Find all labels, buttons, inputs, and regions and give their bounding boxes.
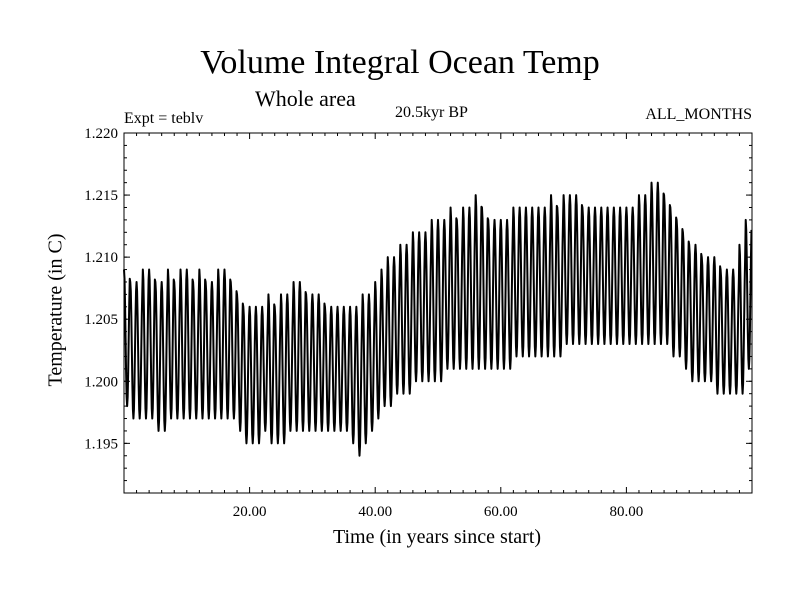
y-tick-label: 1.215 <box>84 188 118 204</box>
x-tick-label: 40.00 <box>358 504 392 520</box>
chart-subtitle: Whole area <box>255 86 356 111</box>
y-tick-label: 1.195 <box>84 436 118 452</box>
x-tick-label: 60.00 <box>484 504 518 520</box>
chart-title: Volume Integral Ocean Temp <box>200 44 600 81</box>
axis-ticks: 1.195 1.200 1.205 1.210 1.215 1.220 20.00 40.00… <box>84 126 752 520</box>
y-tick-label: 1.205 <box>84 312 118 328</box>
x-tick-label: 20.00 <box>233 504 267 520</box>
months-label: ALL_MONTHS <box>645 106 752 123</box>
period-label: 20.5kyr BP <box>395 104 468 121</box>
y-tick-label: 1.210 <box>84 250 118 266</box>
experiment-label: Expt = teblv <box>124 110 204 127</box>
y-tick-label: 1.200 <box>84 374 118 390</box>
series-layer <box>123 181 753 457</box>
x-tick-label: 80.00 <box>610 504 644 520</box>
y-tick-label: 1.220 <box>84 126 118 142</box>
x-axis-title: Time (in years since start) <box>332 526 542 548</box>
series-line-0 <box>123 181 753 457</box>
